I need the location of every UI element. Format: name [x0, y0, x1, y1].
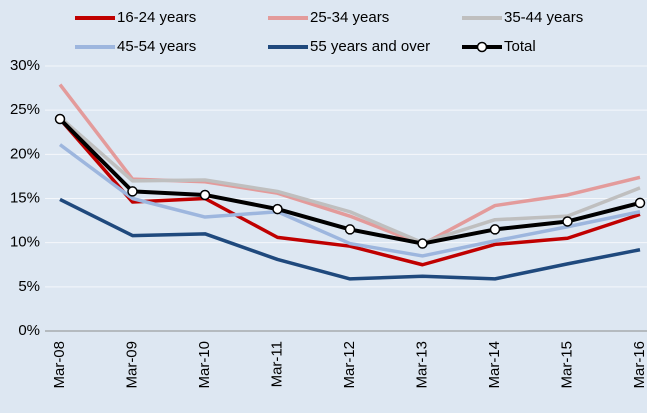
legend-label: Total [504, 38, 536, 55]
y-tick-label: 10% [10, 234, 40, 251]
y-tick-label: 20% [10, 145, 40, 162]
point-marker [199, 189, 211, 201]
legend-label: 25-34 years [310, 9, 389, 26]
x-tick-label: Mar-15 [558, 341, 575, 389]
x-tick-label: Mar-12 [341, 341, 358, 389]
x-tick-label: Mar-14 [486, 341, 503, 389]
point-marker [272, 203, 283, 215]
x-tick-label: Mar-11 [268, 341, 285, 387]
series-line [58, 83, 641, 247]
y-tick-label: 0% [18, 322, 40, 339]
legend-label: 55 years and over [310, 38, 430, 55]
point-marker [634, 197, 646, 209]
series-line [58, 117, 641, 267]
series-line [58, 115, 641, 245]
y-tick-label: 15% [10, 189, 40, 206]
series-line [59, 197, 641, 281]
legend-marker [476, 41, 488, 53]
legend-label: 45-54 years [117, 38, 196, 55]
point-marker [417, 238, 428, 249]
x-tick-label: Mar-10 [196, 341, 213, 389]
x-tick-label: Mar-16 [631, 341, 647, 389]
x-tick-label: Mar-08 [51, 341, 68, 389]
point-marker [562, 216, 573, 227]
point-marker [54, 113, 66, 125]
legend-label: 16-24 years [117, 9, 196, 26]
y-tick-label: 25% [10, 101, 40, 118]
x-tick-label: Mar-09 [123, 341, 140, 389]
y-tick-label: 5% [18, 278, 40, 295]
point-marker [489, 224, 501, 235]
series-line [58, 143, 641, 258]
legend-label: 35-44 years [504, 9, 583, 26]
point-marker [127, 186, 138, 197]
x-tick-label: Mar-13 [413, 341, 430, 389]
y-tick-label: 30% [10, 57, 40, 74]
point-marker [344, 224, 356, 235]
